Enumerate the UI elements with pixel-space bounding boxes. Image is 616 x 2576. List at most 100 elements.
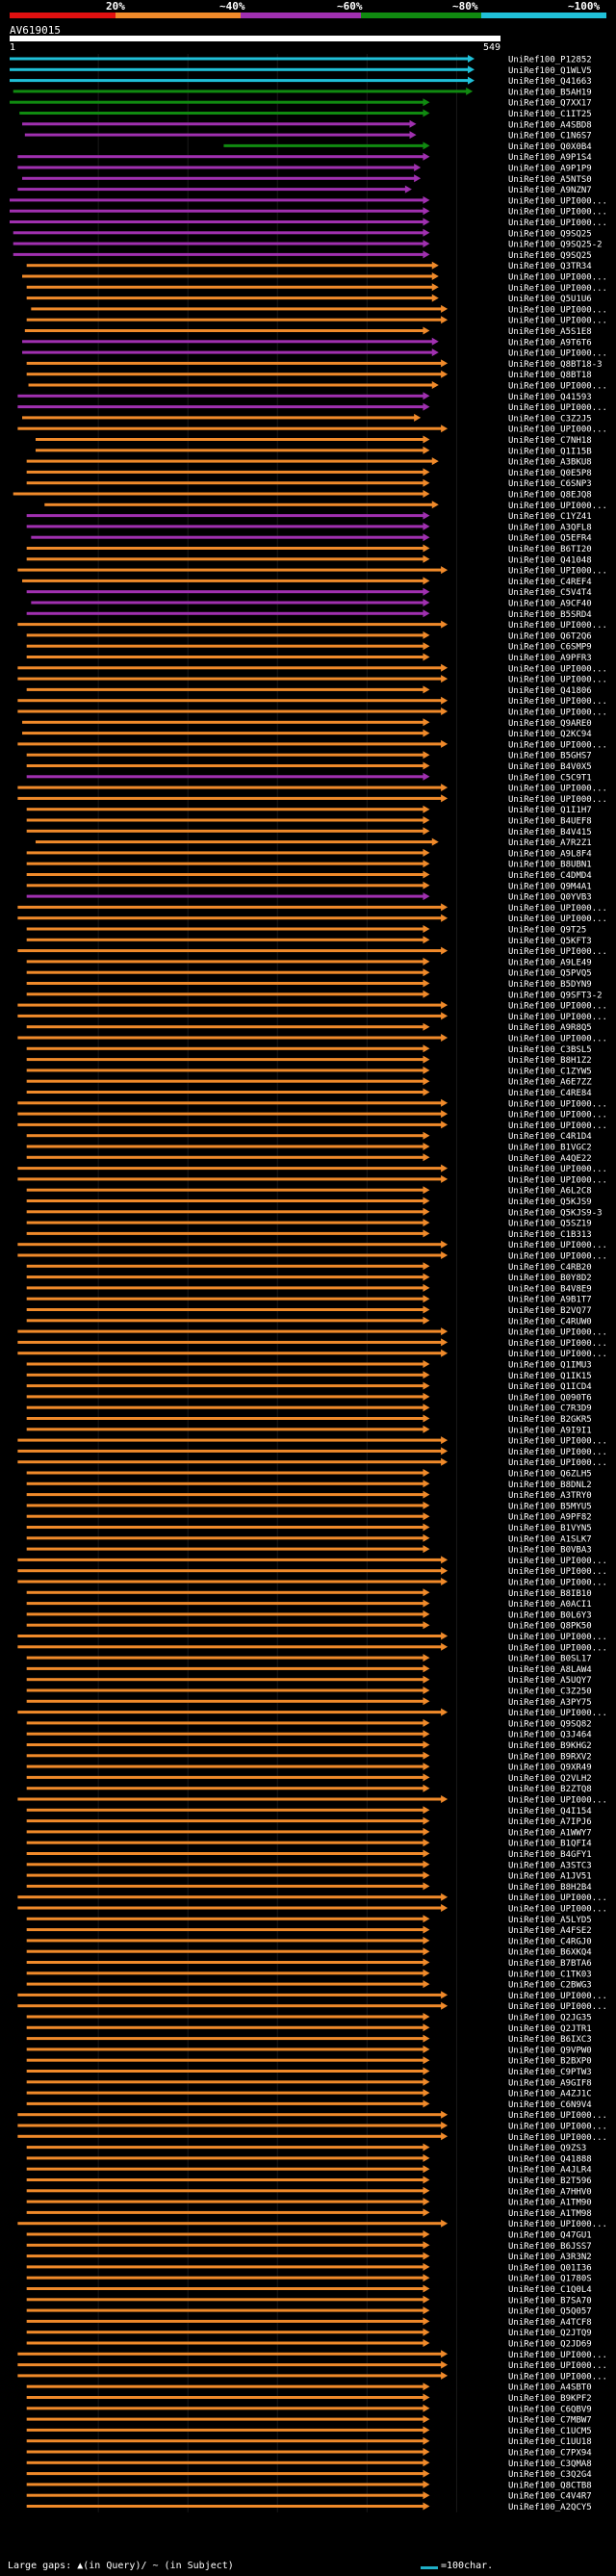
hit-arrowhead xyxy=(423,1480,430,1488)
hit-bar xyxy=(13,242,424,245)
hit-label: UniRef100_B2ZTQ8 xyxy=(508,1785,592,1794)
hit-label: UniRef100_B8UBN1 xyxy=(508,861,592,870)
hit-arrowhead xyxy=(441,1164,449,1172)
hit-arrowhead xyxy=(423,1143,430,1150)
footer-gaps-legend: Large gaps: ▲(in Query)/ ~ (in Subject) xyxy=(8,2561,234,2571)
hit-bar xyxy=(22,340,433,344)
hit-label: UniRef100_C1IT25 xyxy=(508,110,592,119)
hit-bar xyxy=(17,1645,443,1649)
hit-bar xyxy=(26,2101,424,2105)
hit-arrowhead xyxy=(441,1447,449,1455)
hit-arrowhead xyxy=(423,729,430,737)
hit-arrowhead xyxy=(423,1077,430,1086)
hit-bar xyxy=(26,2276,424,2280)
hit-label: UniRef100_A7IPJ6 xyxy=(508,1817,592,1827)
hit-arrowhead xyxy=(431,261,439,270)
hit-arrowhead xyxy=(423,1360,430,1368)
hit-bar xyxy=(26,1939,424,1943)
hit-arrowhead xyxy=(423,848,430,857)
hit-arrowhead xyxy=(423,1207,430,1216)
hit-arrowhead xyxy=(423,1197,430,1205)
hit-bar xyxy=(17,2374,443,2378)
hit-bar xyxy=(26,2015,424,2019)
hit-bar xyxy=(26,1971,424,1975)
hit-label: UniRef100_Q1IMU3 xyxy=(508,1361,592,1371)
hit-label: UniRef100_Q2JD69 xyxy=(508,2340,592,2350)
hit-label: UniRef100_C2BWG3 xyxy=(508,1981,592,1991)
hit-arrowhead xyxy=(423,881,430,889)
hit-bar xyxy=(17,188,406,192)
hit-label: UniRef100_UPI000... xyxy=(508,621,607,631)
hit-arrowhead xyxy=(441,1327,449,1336)
hit-arrowhead xyxy=(441,1174,449,1183)
hit-bar xyxy=(26,992,424,996)
hit-bar xyxy=(17,405,424,409)
hit-label: UniRef100_UPI000... xyxy=(508,425,607,435)
hit-bar xyxy=(26,775,424,779)
hit-arrowhead xyxy=(423,2067,430,2075)
hit-label: UniRef100_UPI000... xyxy=(508,2372,607,2382)
hit-bar xyxy=(26,1514,424,1518)
hit-bar xyxy=(26,1091,424,1094)
hit-label: UniRef100_Q5Q057 xyxy=(508,2307,592,2317)
hit-bar xyxy=(17,568,443,572)
hit-arrowhead xyxy=(423,1588,430,1597)
hit-arrowhead xyxy=(423,1186,430,1195)
hit-arrowhead xyxy=(441,696,449,705)
hit-arrowhead xyxy=(423,1295,430,1303)
hit-label: UniRef100_Q9VPW0 xyxy=(508,2046,592,2055)
hit-label: UniRef100_C7MBW7 xyxy=(508,2416,592,2426)
hit-arrowhead xyxy=(423,1947,430,1956)
hit-bar xyxy=(17,677,443,681)
hit-arrowhead xyxy=(423,1915,430,1923)
hit-arrowhead xyxy=(441,1121,449,1129)
hit-bar xyxy=(17,666,443,670)
hit-label: UniRef100_UPI000... xyxy=(508,305,607,315)
hit-label: UniRef100_C6SNP3 xyxy=(508,479,592,489)
hit-arrowhead xyxy=(423,1523,430,1532)
hit-bar xyxy=(26,938,424,941)
hit-bar xyxy=(26,1743,424,1746)
hit-label: UniRef100_A0ACI1 xyxy=(508,1600,592,1610)
hit-label: UniRef100_A9PFR3 xyxy=(508,654,592,663)
hit-bar xyxy=(35,449,424,452)
hit-arrowhead xyxy=(423,1381,430,1390)
hit-bar xyxy=(17,1167,443,1171)
hit-label: UniRef100_A3STC3 xyxy=(508,1861,592,1870)
identity-legend: 20% ~40% ~60% ~80% ~100% xyxy=(0,0,616,21)
hit-arrowhead xyxy=(423,1871,430,1880)
hit-bar xyxy=(26,1046,424,1050)
hit-arrowhead xyxy=(423,761,430,770)
hit-label: UniRef100_UPI000... xyxy=(508,1339,607,1349)
hit-label: UniRef100_B9KPF2 xyxy=(508,2394,592,2404)
hit-bar xyxy=(26,1428,424,1431)
hit-label: UniRef100_UPI000... xyxy=(508,403,607,413)
hit-bar xyxy=(26,1547,424,1551)
hit-arrowhead xyxy=(441,1349,449,1357)
hit-bar xyxy=(26,2167,424,2171)
hit-bar xyxy=(26,1656,424,1660)
hit-arrowhead xyxy=(423,1730,430,1739)
hit-label: UniRef100_B8H1Z2 xyxy=(508,1056,592,1066)
hit-label: UniRef100_C7R3D9 xyxy=(508,1404,592,1414)
hit-bar xyxy=(26,1884,424,1888)
hit-bar xyxy=(26,753,424,757)
hit-arrowhead xyxy=(423,1414,430,1423)
hit-bar xyxy=(26,1917,424,1920)
hit-bar xyxy=(26,982,424,985)
hit-bar xyxy=(26,1231,424,1235)
hit-label: UniRef100_B5GHS7 xyxy=(508,752,592,761)
hit-label: UniRef100_Q9SQ82 xyxy=(508,1719,592,1729)
hit-label: UniRef100_UPI000... xyxy=(508,2123,607,2132)
hit-arrowhead xyxy=(468,76,475,85)
hit-bar xyxy=(26,2460,424,2464)
hit-arrowhead xyxy=(423,218,430,226)
hit-arrowhead xyxy=(423,1621,430,1630)
hit-label: UniRef100_Q41048 xyxy=(508,555,592,565)
hit-label: UniRef100_A1WWY7 xyxy=(508,1828,592,1838)
hit-label: UniRef100_P12852 xyxy=(508,56,592,65)
hit-arrowhead xyxy=(423,511,430,520)
hit-arrowhead xyxy=(431,337,439,346)
hit-bar xyxy=(17,916,443,920)
hit-arrowhead xyxy=(423,860,430,868)
